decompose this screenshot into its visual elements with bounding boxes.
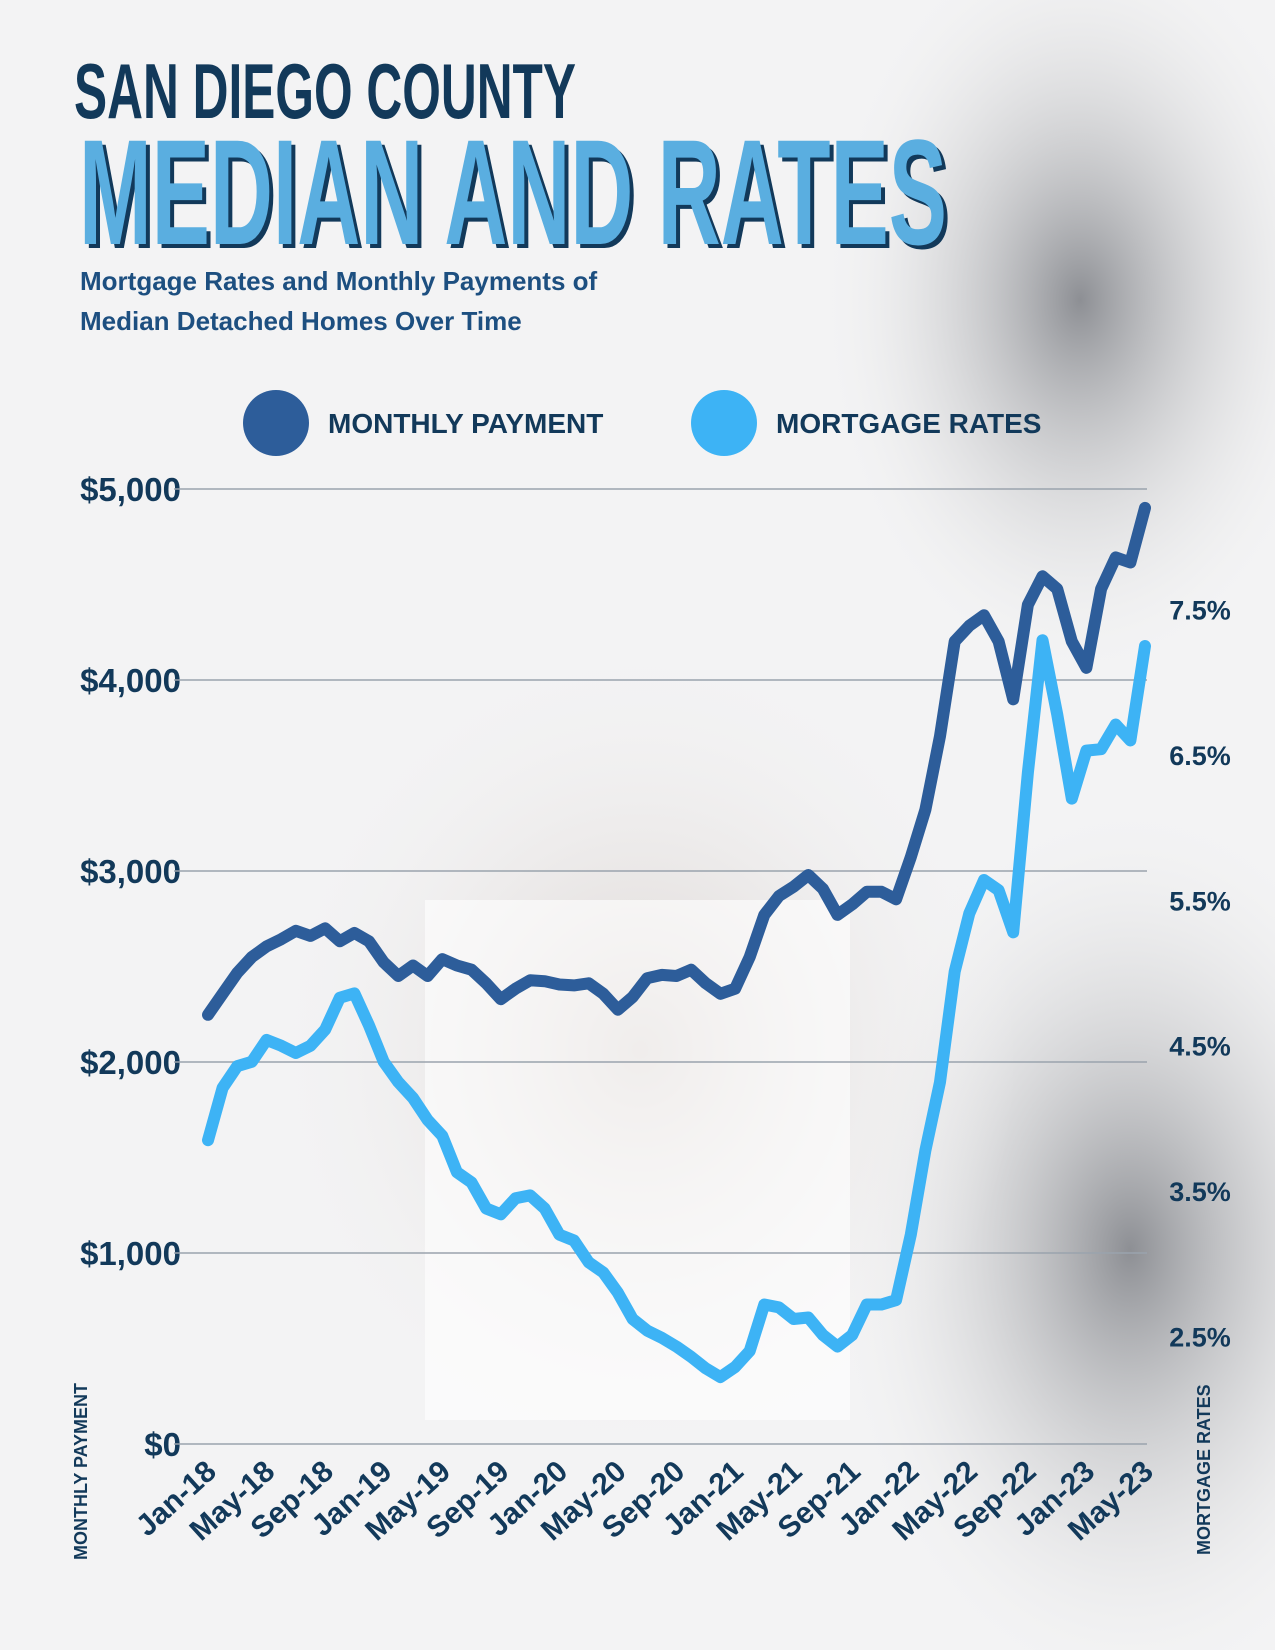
y2-axis-label: MORTGAGE RATES: [1194, 1384, 1214, 1555]
legend-swatch: [691, 390, 757, 456]
legend-label: MORTGAGE RATES: [776, 408, 1041, 439]
y-tick-label: $5,000: [80, 471, 181, 508]
headline: MEDIAN AND RATES: [79, 108, 947, 276]
backdrop-shape: [820, 0, 1275, 680]
headline-shadow: MEDIAN AND RATES: [83, 112, 951, 280]
y-tick-label: $4,000: [80, 662, 181, 699]
y-tick-label: $3,000: [80, 853, 181, 890]
subtitle: Median Detached Homes Over Time: [80, 306, 522, 336]
legend-swatch: [243, 390, 309, 456]
chart-title: SAN DIEGO COUNTY: [74, 47, 576, 135]
data-line: [202, 634, 1151, 1384]
y2-tick-label: 3.5%: [1169, 1177, 1231, 1207]
y2-tick-label: 7.5%: [1169, 596, 1231, 626]
y2-tick-label: 5.5%: [1169, 886, 1231, 916]
data-line: [202, 501, 1151, 1021]
y-axis-label: MONTHLY PAYMENT: [71, 1383, 91, 1560]
y2-tick-label: 4.5%: [1169, 1032, 1231, 1062]
legend-label: MONTHLY PAYMENT: [328, 408, 603, 439]
y-tick-label: $1,000: [80, 1235, 181, 1272]
y2-tick-label: 6.5%: [1169, 741, 1231, 771]
subtitle: Mortgage Rates and Monthly Payments of: [80, 266, 598, 296]
y-tick-label: $2,000: [80, 1044, 181, 1081]
y2-tick-label: 2.5%: [1169, 1322, 1231, 1352]
